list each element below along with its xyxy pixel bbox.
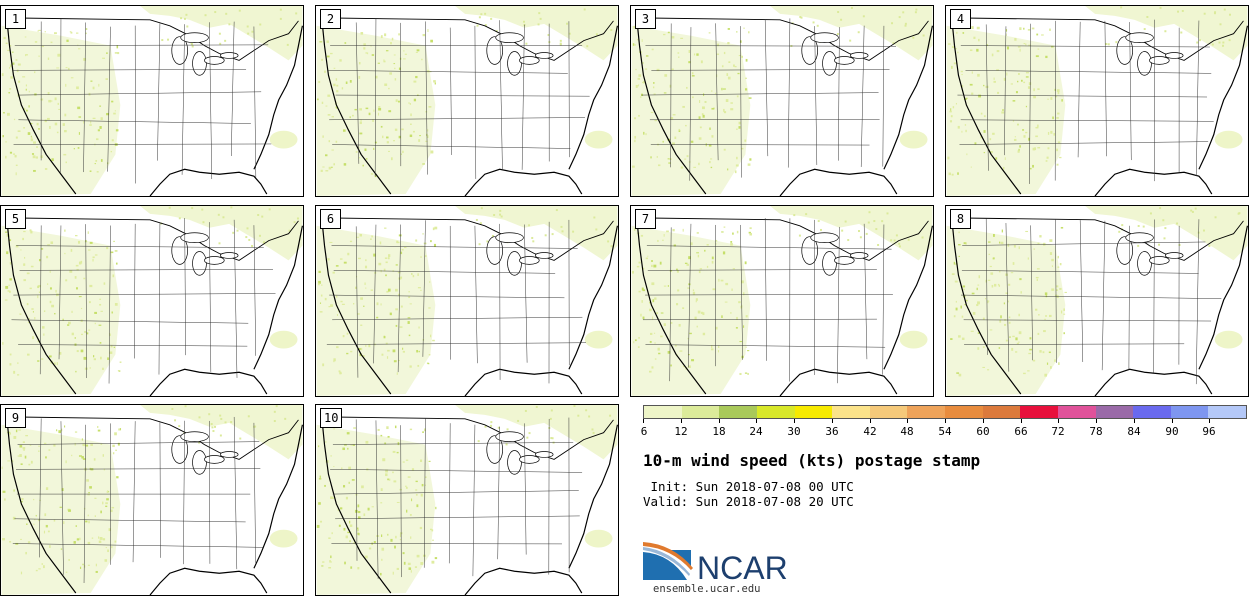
colorbar-segment — [907, 406, 945, 418]
member-number: 10 — [320, 408, 343, 428]
member-number: 5 — [5, 209, 26, 229]
colorbar-tick-label: 6 — [640, 425, 648, 438]
colorbar-tick-label: 36 — [825, 425, 839, 438]
conus-map — [1, 405, 303, 595]
colorbar-segment — [681, 406, 720, 418]
conus-map — [316, 206, 618, 396]
colorbar-tick-label: 60 — [976, 425, 990, 438]
conus-map — [316, 405, 618, 595]
colorbar-tick — [1021, 419, 1022, 423]
colorbar-segment — [1095, 406, 1134, 418]
colorbar-tick — [681, 419, 682, 423]
member-panel: 10 — [315, 404, 619, 596]
logo-wordmark: NCAR — [697, 550, 788, 585]
colorbar-segment — [756, 406, 795, 418]
colorbar-segment — [719, 406, 757, 418]
colorbar-tick-label: 78 — [1089, 425, 1103, 438]
member-panel: 3 — [630, 5, 934, 197]
colorbar-tick — [1209, 419, 1210, 423]
conus-map — [946, 6, 1248, 196]
valid-time: Valid: Sun 2018-07-08 20 UTC — [643, 494, 854, 509]
colorbar-tick — [643, 419, 644, 423]
member-panel: 1 — [0, 5, 304, 197]
member-number: 9 — [5, 408, 26, 428]
colorbar-segment — [1057, 406, 1096, 418]
conus-map — [946, 206, 1248, 396]
colorbar-tick-label: 48 — [900, 425, 914, 438]
colorbar-tick-label: 42 — [863, 425, 877, 438]
colorbar — [643, 405, 1247, 419]
colorbar-tick-label: 84 — [1127, 425, 1141, 438]
member-number: 8 — [950, 209, 971, 229]
member-panel: 5 — [0, 205, 304, 397]
colorbar-tick — [1172, 419, 1173, 423]
colorbar-ticks: 6 12 18 24 30 36 42 48 54 60 66 72 78 84 90 96 — [640, 419, 1247, 439]
product-title: 10-m wind speed (kts) postage stamp — [643, 451, 981, 470]
member-number: 4 — [950, 9, 971, 29]
colorbar-segment — [1170, 406, 1209, 418]
colorbar-tick — [907, 419, 908, 423]
init-time: Init: Sun 2018-07-08 00 UTC — [643, 479, 854, 494]
colorbar-tick-label: 96 — [1202, 425, 1216, 438]
member-panel: 9 — [0, 404, 304, 596]
conus-map — [316, 6, 618, 196]
member-panel: 8 — [945, 205, 1249, 397]
colorbar-tick — [794, 419, 795, 423]
colorbar-segment — [869, 406, 908, 418]
colorbar-tick — [756, 419, 757, 423]
conus-map — [631, 206, 933, 396]
member-number: 1 — [5, 9, 26, 29]
colorbar-segment — [945, 406, 983, 418]
member-panel: 4 — [945, 5, 1249, 197]
member-number: 3 — [635, 9, 656, 29]
conus-map — [1, 6, 303, 196]
colorbar-segment — [1208, 406, 1246, 418]
ncar-logo: NCAR — [643, 542, 788, 585]
colorbar-segment — [1133, 406, 1171, 418]
colorbar-tick-label: 18 — [712, 425, 726, 438]
colorbar-tick — [1096, 419, 1097, 423]
colorbar-segment — [832, 406, 870, 418]
colorbar-tick-label: 72 — [1051, 425, 1065, 438]
member-number: 6 — [320, 209, 341, 229]
colorbar-tick-label: 12 — [674, 425, 688, 438]
conus-map — [1, 206, 303, 396]
colorbar-tick — [983, 419, 984, 423]
colorbar-tick-label: 24 — [749, 425, 763, 438]
member-panel: 6 — [315, 205, 619, 397]
colorbar-tick — [832, 419, 833, 423]
colorbar-segment — [644, 406, 682, 418]
colorbar-tick — [870, 419, 871, 423]
colorbar-tick-label: 66 — [1014, 425, 1028, 438]
colorbar-segment — [794, 406, 833, 418]
logo-url: ensemble.ucar.edu — [653, 583, 761, 595]
member-number: 7 — [635, 209, 656, 229]
member-number: 2 — [320, 9, 341, 29]
colorbar-tick — [945, 419, 946, 423]
member-panel: 7 — [630, 205, 934, 397]
colorbar-tick — [1134, 419, 1135, 423]
forecast-times: Init: Sun 2018-07-08 00 UTC Valid: Sun 2… — [643, 479, 854, 509]
member-panel: 2 — [315, 5, 619, 197]
colorbar-tick — [1058, 419, 1059, 423]
colorbar-segment — [1020, 406, 1058, 418]
conus-map — [631, 6, 933, 196]
colorbar-tick-label: 90 — [1165, 425, 1179, 438]
colorbar-tick-label: 54 — [938, 425, 952, 438]
colorbar-segment — [982, 406, 1021, 418]
colorbar-tick-label: 30 — [787, 425, 801, 438]
colorbar-tick — [719, 419, 720, 423]
